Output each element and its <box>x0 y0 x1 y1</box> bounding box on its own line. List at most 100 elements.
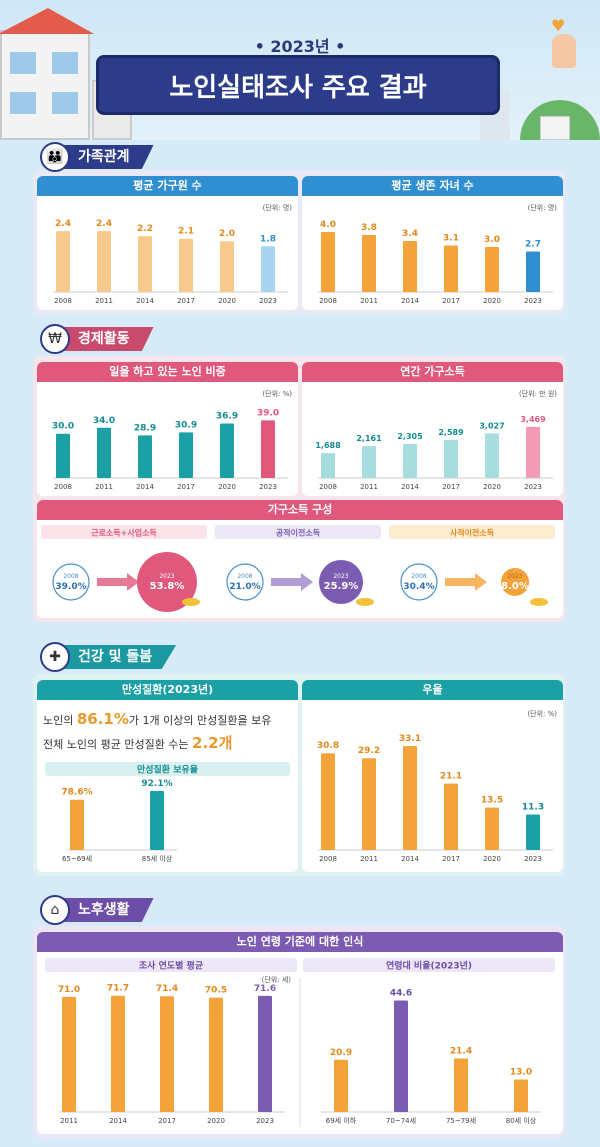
bar <box>444 439 458 478</box>
subhead-label: 연령대 비율(2023년) <box>386 960 472 972</box>
bar <box>321 453 335 478</box>
unit-label: (단위: 명) <box>263 203 293 212</box>
new-value: 8.0% <box>501 581 529 592</box>
chronic-line-2: 전체 노인의 평균 만성질환 수는 2.2개 <box>43 732 295 753</box>
section-title: 노후생활 <box>56 898 154 922</box>
tick-label: 2020 <box>483 855 501 863</box>
unit-label: (단위: 세) <box>262 975 292 984</box>
data-label: 34.0 <box>93 416 115 426</box>
subhead-label: 만성질환 보유율 <box>137 764 198 776</box>
tick-label: 2008 <box>54 483 72 491</box>
tick-label: 2011 <box>360 297 378 305</box>
tick-label: 2011 <box>360 855 378 863</box>
new-value-circle <box>137 552 197 612</box>
chronic-chart: 만성질환 보유율 78.6% 65~69세 92.1% 85세 이상 <box>45 762 290 863</box>
data-label: 28.9 <box>134 423 156 433</box>
bar <box>261 420 275 478</box>
data-label: 36.9 <box>216 412 238 422</box>
bar <box>526 251 540 292</box>
section-title: 건강 및 돌봄 <box>56 645 177 669</box>
heart-balloon-icon: ♥ <box>551 16 566 35</box>
bar <box>526 814 540 850</box>
header-year: • 2023년 • <box>254 37 346 56</box>
data-label: 21.4 <box>450 1047 472 1057</box>
bar <box>209 997 223 1112</box>
old-value: 21.0% <box>229 582 260 592</box>
data-label: 3,027 <box>479 421 504 430</box>
tick-label: 2020 <box>207 1117 225 1125</box>
data-label: 78.6% <box>61 788 92 798</box>
data-label: 2,161 <box>356 434 382 443</box>
tick-label: 2011 <box>360 483 378 491</box>
tick-label: 2017 <box>177 483 195 491</box>
chronic-rate: 86.1% <box>76 710 129 728</box>
text: 노인의 <box>43 714 77 727</box>
bar <box>258 995 272 1112</box>
section-health-tab: ✚ 건강 및 돌봄 <box>40 642 177 672</box>
new-year: 2023 <box>507 573 522 580</box>
health-icon: ✚ <box>40 642 70 672</box>
subhead-label: 공적이전소득 <box>276 528 321 538</box>
text: 전체 노인의 평균 만성질환 수는 <box>43 738 193 751</box>
data-label: 70.5 <box>205 986 227 996</box>
bar <box>56 433 70 478</box>
data-label: 2,305 <box>397 432 423 441</box>
bar <box>321 232 335 292</box>
bar <box>70 799 84 850</box>
page-title: 노인실태조사 주요 결과 <box>96 55 500 115</box>
card-title: 가구소득 구성 <box>37 500 563 520</box>
coin-icon <box>356 598 374 606</box>
card-title: 평균 생존 자녀 수 <box>302 176 563 196</box>
household-card: 평균 가구원 수 (단위: 명) 2.4 2008 2.4 2011 2.2 2014 2.1… <box>37 176 298 310</box>
income-composition-graphic: 근로소득+사업소득200839.0%202353.8%공적이전소득200821.… <box>41 525 555 612</box>
data-label: 30.0 <box>52 422 74 432</box>
bar <box>444 783 458 850</box>
data-label: 1.8 <box>260 234 276 244</box>
bar <box>403 745 417 850</box>
tick-label: 2017 <box>442 483 460 491</box>
subhead-label: 근로소득+사업소득 <box>91 528 157 538</box>
arrow-icon <box>445 573 487 591</box>
bar <box>485 807 499 850</box>
data-label: 71.7 <box>107 984 129 994</box>
old-value-circle <box>226 563 264 601</box>
tick-label: 2023 <box>256 1117 274 1125</box>
data-label: 2.2 <box>137 224 153 234</box>
bar <box>485 433 499 478</box>
card-title: 노인 연령 기준에 대한 인식 <box>37 932 563 952</box>
header-banner: ♥ <box>0 0 600 140</box>
subhead-bg <box>303 958 555 972</box>
age-recognition-card: 노인 연령 기준에 대한 인식 (단위: 세) 조사 연도별 평균 71.0 2011… <box>37 932 563 1134</box>
bar <box>514 1079 528 1112</box>
data-label: 39.0 <box>257 408 279 418</box>
tick-label: 2014 <box>401 855 419 863</box>
section-title: 가족관계 <box>56 145 154 169</box>
data-label: 92.1% <box>141 779 172 789</box>
data-label: 3,469 <box>520 415 546 424</box>
tick-label: 2014 <box>136 297 154 305</box>
tick-label: 2014 <box>401 297 419 305</box>
tick-label: 2017 <box>158 1117 176 1125</box>
income-chart: (단위: 만 원) 1,688 2008 2,161 2011 2,305 2014 2,58… <box>315 389 557 491</box>
income-composition-card: 가구소득 구성 근로소득+사업소득 2008 39.0% 2023 53.8% 공적이전소… <box>37 500 563 618</box>
section-retirement-tab: ⌂ 노후생활 <box>40 895 154 925</box>
data-label: 20.9 <box>330 1048 352 1058</box>
coin-icon <box>530 598 548 606</box>
tick-label: 2023 <box>524 483 542 491</box>
data-label: 2.7 <box>525 240 541 250</box>
tick-label: 65~69세 <box>62 854 92 863</box>
bar <box>362 758 376 850</box>
data-label: 11.3 <box>522 802 544 812</box>
bar <box>111 995 125 1112</box>
unit-label: (단위: %) <box>262 389 292 398</box>
bar <box>334 1059 348 1112</box>
bar <box>220 241 234 292</box>
old-value: 39.0% <box>55 582 86 592</box>
new-value-circle <box>501 568 529 596</box>
tick-label: 2020 <box>483 483 501 491</box>
data-label: 44.6 <box>390 989 412 999</box>
tick-label: 2011 <box>60 1117 78 1125</box>
old-value-circle <box>400 563 438 601</box>
data-label: 2.4 <box>96 219 112 229</box>
bar <box>160 996 174 1112</box>
